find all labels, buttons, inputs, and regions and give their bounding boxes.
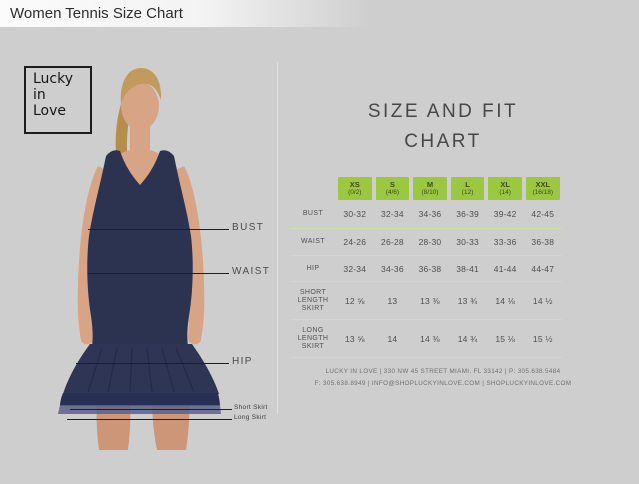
logo-text-line: Lucky bbox=[33, 71, 74, 87]
table-row-hip: HIP 32-34 34-36 36-38 38-41 41-44 44-47 bbox=[290, 256, 562, 282]
size-header-xl: XL (14) bbox=[488, 177, 522, 200]
model-skirt-tier1 bbox=[63, 344, 219, 394]
table-cell: 36-38 bbox=[418, 263, 442, 274]
chart-title-line2: CHART bbox=[404, 131, 482, 152]
row-label: SHORT LENGTH SKIRT bbox=[297, 288, 329, 312]
size-range: (16/18) bbox=[532, 188, 554, 196]
table-cell: 13 bbox=[387, 295, 398, 306]
table-row-bust: BUST 30-32 32-34 34-36 36-39 39-42 42-45 bbox=[290, 200, 562, 229]
table-row-long-skirt: LONG LENGTH SKIRT 13 ⅝ 14 14 ⅜ 14 ¾ 15 ⅛… bbox=[290, 320, 562, 358]
hip-label: HIP bbox=[232, 356, 253, 367]
size-range: (4/6) bbox=[385, 188, 400, 196]
long-skirt-line bbox=[67, 419, 232, 420]
hip-line bbox=[76, 363, 229, 364]
table-row-waist: WAIST 24-26 26-28 28-30 30-33 33-36 36-3… bbox=[290, 229, 562, 256]
model-tank-top bbox=[87, 150, 193, 346]
row-label: BUST bbox=[302, 210, 324, 217]
model-skirt-tier2 bbox=[60, 393, 220, 406]
size-name: S bbox=[389, 179, 395, 189]
chart-title-line1: SIZE AND FIT bbox=[367, 101, 519, 122]
table-cell: 14 ¾ bbox=[457, 333, 478, 344]
short-skirt-label: Short Skirt bbox=[234, 404, 268, 411]
waist-label: WAIST bbox=[232, 266, 271, 277]
table-cell: 32-34 bbox=[381, 209, 404, 219]
long-skirt-label: Long Skirt bbox=[234, 414, 267, 421]
table-cell: 13 ⅜ bbox=[420, 295, 440, 306]
logo-text-line: Love bbox=[33, 103, 67, 119]
table-cell: 15 ⅛ bbox=[495, 333, 516, 344]
table-cell: 34-36 bbox=[418, 209, 442, 219]
chart-title: SIZE AND FIT CHART bbox=[293, 97, 593, 157]
size-header-row: XS (0/2) S (4/6) M (8/10) L (12) XL (14)… bbox=[290, 177, 562, 200]
model-head bbox=[121, 82, 159, 130]
panel-divider bbox=[277, 62, 278, 414]
table-cell: 44-47 bbox=[531, 263, 555, 274]
size-name: XXL bbox=[535, 179, 551, 189]
contact-info: LUCKY IN LOVE | 330 NW 45 STREET MIAMI, … bbox=[293, 366, 593, 390]
table-cell: 34-36 bbox=[381, 263, 404, 274]
table-cell: 42-45 bbox=[531, 209, 555, 219]
brand-logo: Lucky in Love bbox=[24, 66, 92, 134]
size-header-m: M (8/10) bbox=[413, 177, 447, 200]
row-label: WAIST bbox=[301, 238, 325, 245]
size-range: (12) bbox=[461, 188, 474, 196]
row-label: HIP bbox=[306, 264, 320, 272]
row-label: LONG LENGTH SKIRT bbox=[297, 326, 329, 350]
table-cell: 14 ⅛ bbox=[495, 295, 516, 306]
table-cell: 28-30 bbox=[418, 237, 442, 247]
table-cell: 14 ½ bbox=[532, 295, 553, 306]
table-cell: 41-44 bbox=[493, 263, 517, 274]
waist-line bbox=[88, 273, 229, 274]
model-photo bbox=[58, 68, 221, 450]
table-row-short-skirt: SHORT LENGTH SKIRT 12 ⅝ 13 13 ⅜ 13 ¾ 14 … bbox=[290, 282, 562, 320]
size-header-xs: XS (0/2) bbox=[338, 177, 372, 200]
table-cell: 14 bbox=[387, 333, 398, 344]
table-cell: 24-26 bbox=[343, 237, 367, 247]
page-header-bar bbox=[0, 0, 639, 27]
size-name: L bbox=[465, 179, 470, 189]
table-cell: 15 ½ bbox=[532, 333, 553, 344]
size-range: (0/2) bbox=[348, 188, 362, 196]
size-range: (14) bbox=[499, 188, 511, 196]
table-cell: 30-32 bbox=[343, 209, 367, 219]
table-cell: 13 ¾ bbox=[457, 295, 478, 306]
contact-info-line2: F: 305.638.8949 | INFO@SHOPLUCKYINLOVE.C… bbox=[314, 380, 572, 387]
table-cell: 36-38 bbox=[531, 237, 555, 247]
table-cell: 32-34 bbox=[343, 263, 367, 274]
size-header-s: S (4/6) bbox=[375, 177, 410, 200]
table-cell: 33-36 bbox=[493, 237, 517, 247]
size-name: XS bbox=[349, 179, 360, 189]
table-cell: 30-33 bbox=[456, 237, 479, 247]
contact-info-line1: LUCKY IN LOVE | 330 NW 45 STREET MIAMI, … bbox=[325, 368, 561, 375]
size-header-l: L (12) bbox=[450, 177, 485, 200]
model-hair bbox=[120, 68, 162, 104]
size-range: (8/10) bbox=[421, 188, 439, 196]
short-skirt-line bbox=[70, 409, 232, 410]
table-cell: 39-42 bbox=[493, 209, 517, 219]
size-name: M bbox=[426, 179, 434, 189]
table-cell: 12 ⅝ bbox=[344, 295, 365, 306]
table-cell: 36-39 bbox=[456, 209, 479, 219]
skirt-pleats bbox=[87, 347, 195, 393]
table-cell: 13 ⅝ bbox=[344, 333, 365, 344]
bust-label: BUST bbox=[232, 222, 265, 233]
table-cell: 14 ⅜ bbox=[420, 333, 440, 344]
table-cell: 38-41 bbox=[456, 263, 479, 274]
page-title: Women Tennis Size Chart bbox=[10, 5, 183, 22]
corner-cell bbox=[290, 177, 336, 200]
bust-line bbox=[88, 229, 229, 230]
size-name: XL bbox=[500, 179, 510, 189]
size-chart-table: XS (0/2) S (4/6) M (8/10) L (12) XL (14)… bbox=[290, 177, 562, 358]
table-cell: 26-28 bbox=[381, 237, 404, 247]
size-header-xxl: XXL (16/18) bbox=[525, 177, 560, 200]
logo-text-line: in bbox=[33, 87, 46, 103]
